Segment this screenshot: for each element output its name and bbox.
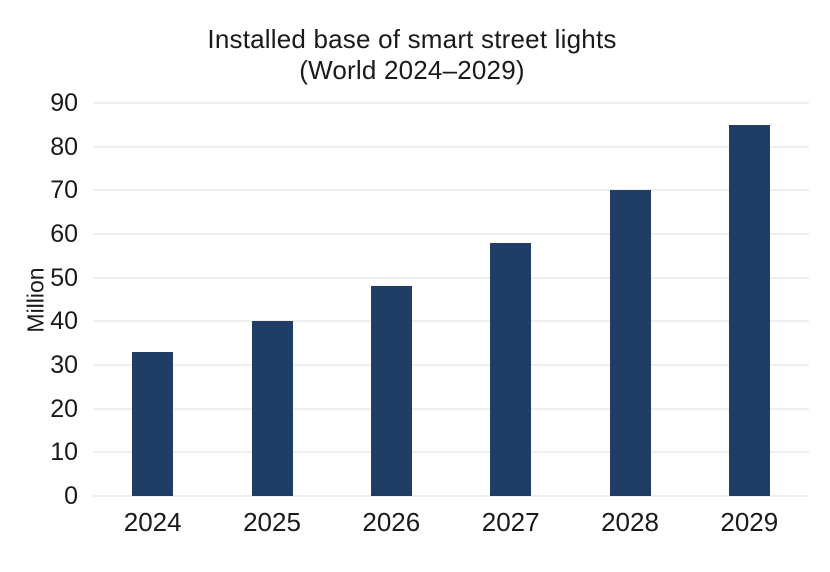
bar-2028 [609,190,651,496]
chart-title-line1: Installed base of smart street lights [207,24,617,54]
y-tick-label-30: 30 [50,351,78,379]
gridline-y-0 [93,495,809,497]
y-tick-label-20: 20 [50,394,78,423]
bar-2025 [251,321,293,496]
chart-title: Installed base of smart street lights (W… [0,24,824,86]
y-tick-label-60: 60 [50,220,78,248]
bar-2026 [370,286,412,496]
x-tick-label-2029: 2029 [720,507,779,537]
bar-2027 [490,242,532,496]
gridline-y-50 [93,276,809,279]
bar-2024 [132,351,174,496]
y-tick-label-80: 80 [50,132,78,161]
y-tick-label-0: 0 [64,482,78,510]
x-tick-label-2026: 2026 [362,507,421,537]
gridline-y-60 [93,233,809,235]
gridline-y-70 [93,189,809,192]
y-tick-label-40: 40 [50,307,78,336]
x-tick-label-2024: 2024 [123,507,182,537]
y-tick-label-70: 70 [50,176,78,205]
y-tick-label-50: 50 [50,263,78,292]
gridline-y-30 [93,364,809,366]
gridline-y-40 [93,320,809,323]
y-tick-label-10: 10 [50,438,78,467]
gridline-y-90 [93,102,809,104]
gridline-y-10 [93,451,809,454]
x-tick-label-2028: 2028 [601,507,659,537]
gridline-y-80 [93,145,809,148]
gridline-y-20 [93,407,809,410]
chart-title-line2: (World 2024–2029) [299,55,525,85]
bar-2029 [728,124,770,496]
x-tick-label-2025: 2025 [243,507,301,537]
y-tick-label-90: 90 [50,89,78,117]
x-tick-label-2027: 2027 [481,507,540,537]
